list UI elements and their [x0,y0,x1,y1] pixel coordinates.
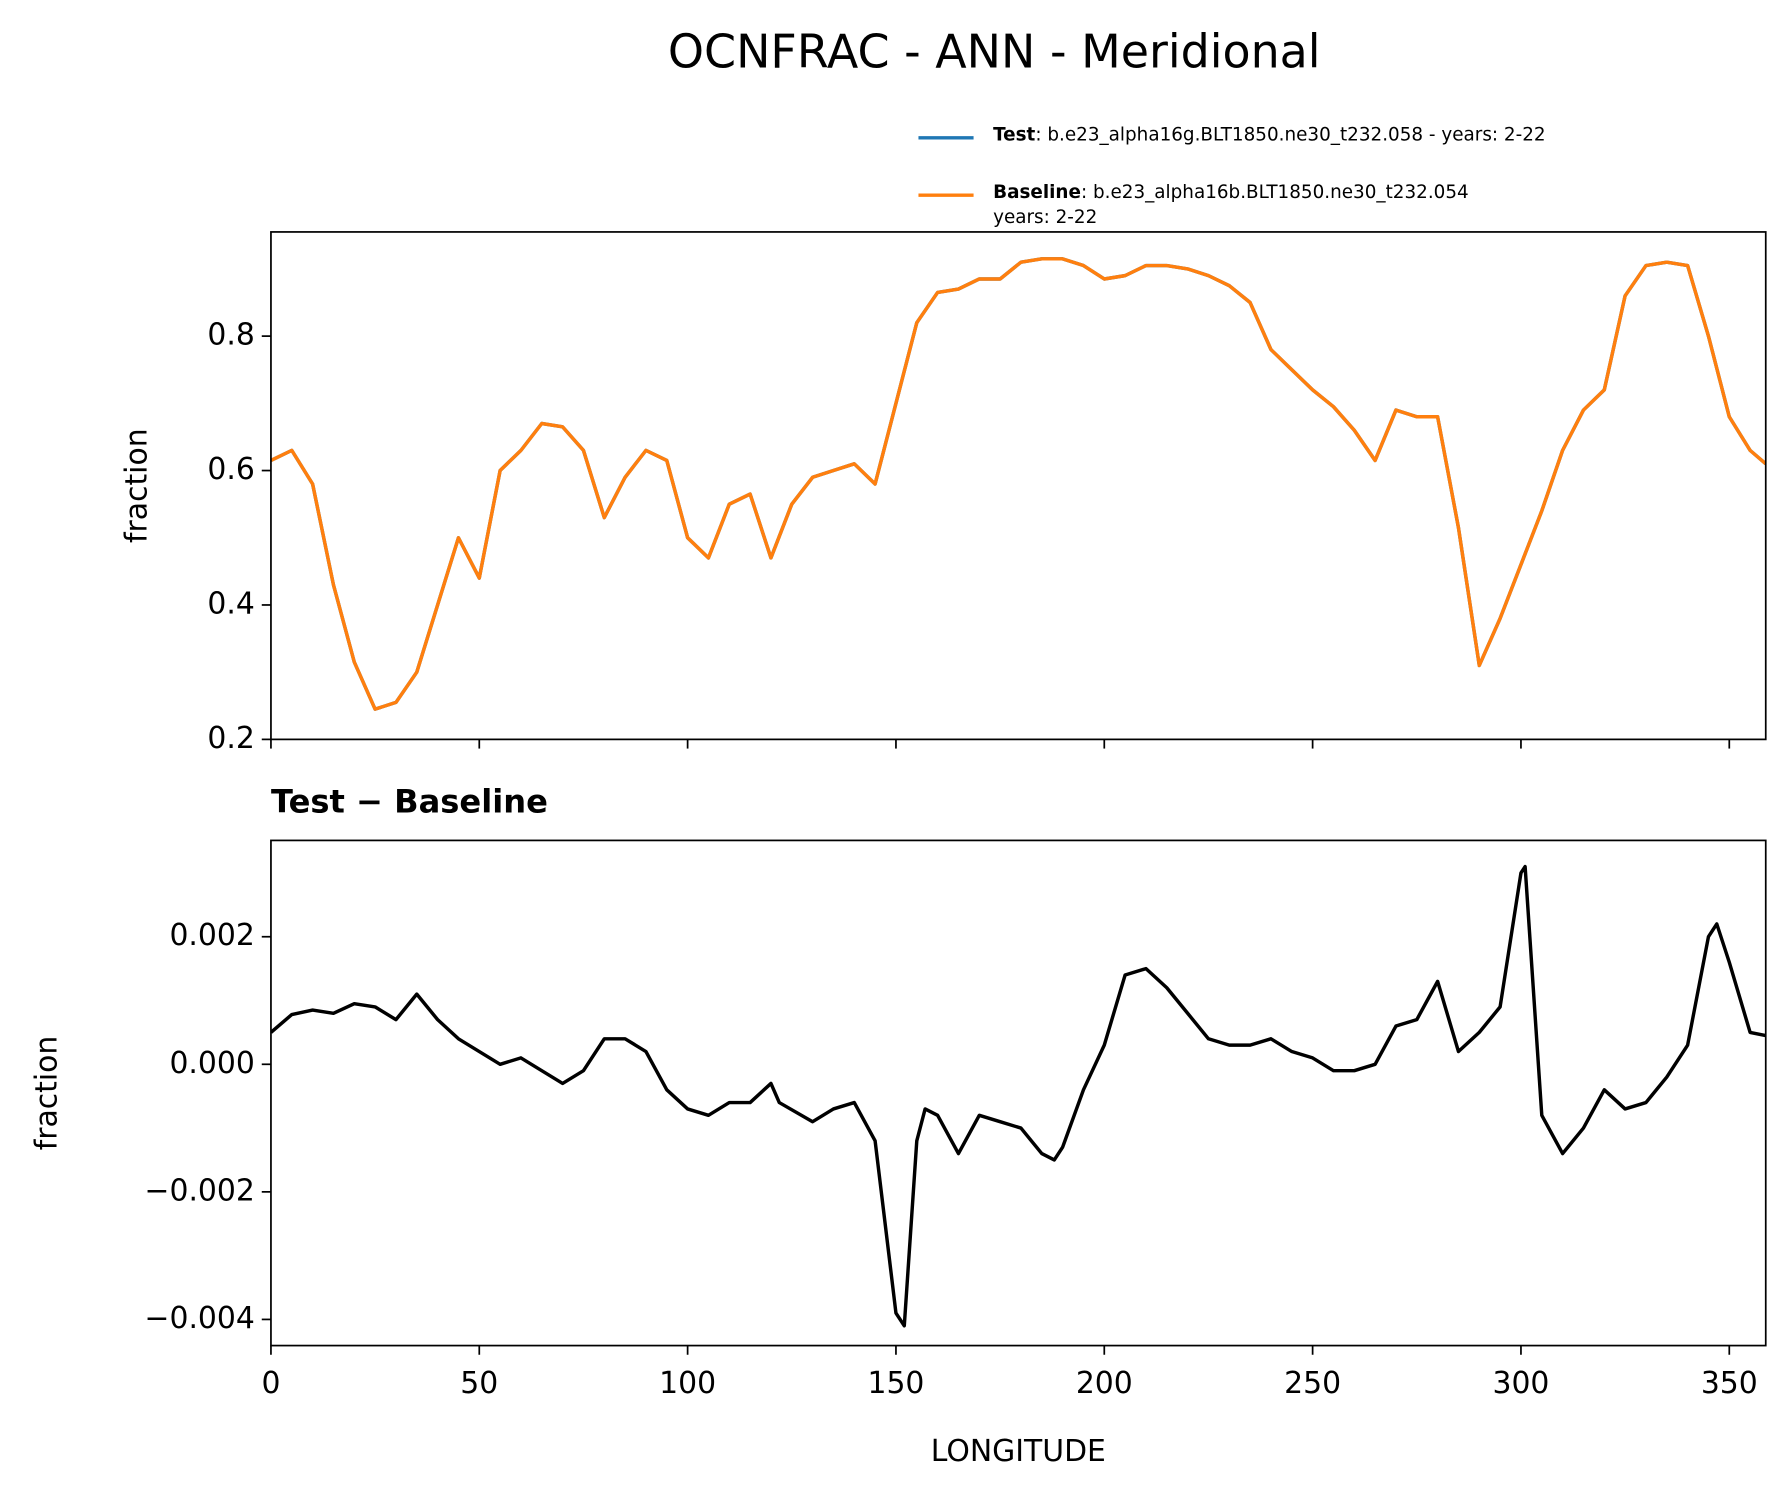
y-tick-label: 0.2 [207,721,254,756]
x-tick-label: 150 [867,1366,924,1401]
y-tick-label: −0.004 [144,1301,254,1336]
data-line [270,257,1766,711]
subplot-title: Test − Baseline [271,783,548,821]
legend-detail: : b.e23_alpha16g.BLT1850.ne30_t232.058 -… [1035,125,1545,146]
x-tick-label: 100 [659,1366,716,1401]
x-tick-label: 0 [261,1366,280,1401]
y-tick-label: 0.000 [169,1046,254,1081]
y-tick-label: 0.8 [207,318,254,353]
x-tick-label: 50 [460,1366,498,1401]
legend-name: Test [993,125,1035,146]
x-tick-label: 250 [1284,1366,1341,1401]
legend-detail: : b.e23_alpha16b.BLT1850.ne30_t232.054 [1081,182,1469,203]
legend-label: Test: b.e23_alpha16g.BLT1850.ne30_t232.0… [993,125,1546,146]
x-tick-label: 300 [1492,1366,1549,1401]
axes-frame [270,839,1767,1347]
x-tick-label: 350 [1701,1366,1758,1401]
figure-title: OCNFRAC - ANN - Meridional [668,25,1321,79]
y-tick-label: −0.002 [144,1173,254,1208]
y-tick-label: 0.002 [169,918,254,953]
y-axis-label: fraction [119,428,154,543]
y-tick-label: 0.4 [207,586,254,621]
legend-label: Baseline: b.e23_alpha16b.BLT1850.ne30_t2… [993,182,1469,203]
axes-frame [270,231,1767,741]
x-axis-label: LONGITUDE [931,1434,1106,1469]
data-line [270,864,1766,1328]
y-tick-label: 0.6 [207,452,254,487]
y-axis-label: fraction [30,1036,65,1151]
legend-name: Baseline [993,182,1081,203]
legend-detail: years: 2-22 [993,207,1097,228]
x-tick-label: 200 [1076,1366,1133,1401]
